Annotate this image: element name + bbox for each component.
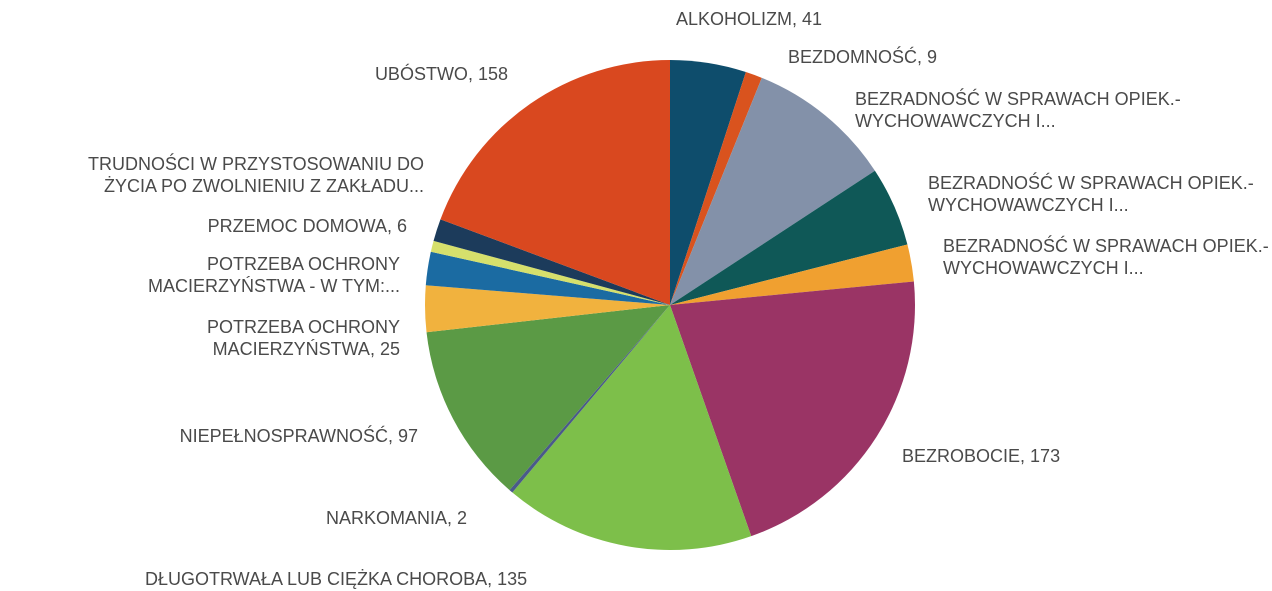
value-label: 41 (802, 9, 823, 29)
value-label: 2 (457, 508, 468, 528)
pie-slice (425, 251, 670, 305)
pie-slice (430, 240, 670, 305)
category-name: POTRZEBA OCHRONY MACIERZYŃSTWA - W TYM:.… (148, 254, 400, 296)
pie-slice (670, 77, 875, 306)
slice-label: PRZEMOC DOMOWA, 6 (207, 216, 407, 236)
category-name: BEZRADNOŚĆ W SPRAWACH OPIEK.-WYCHOWAWCZY… (855, 89, 1181, 131)
category-name: TRUDNOŚCI W PRZYSTOSOWANIU DO ŻYCIA PO Z… (87, 154, 424, 196)
slice-label: POTRZEBA OCHRONY MACIERZYŃSTWA - W TYM:.… (90, 253, 400, 297)
pie-slice (509, 305, 670, 493)
slice-label: ALKOHOLIZM, 41 (676, 9, 823, 29)
value-label: 173 (1030, 446, 1061, 466)
slice-label: UBÓSTWO, 158 (374, 64, 508, 84)
category-name: UBÓSTWO (374, 64, 468, 84)
pie-slice (670, 170, 908, 305)
value-label: 6 (396, 216, 407, 236)
pie-slice (670, 281, 916, 537)
pie-slice (512, 305, 752, 550)
category-name: BEZDOMNOŚĆ (788, 47, 918, 67)
pie-slice (670, 244, 914, 305)
slice-label: DŁUGOTRWAŁA LUB CIĘŻKA CHOROBA, 135 (145, 569, 528, 589)
slice-label: BEZRADNOŚĆ W SPRAWACH OPIEK.-WYCHOWAWCZY… (943, 235, 1272, 279)
slice-label: BEZRADNOŚĆ W SPRAWACH OPIEK.-WYCHOWAWCZY… (928, 172, 1268, 216)
pie-slice (440, 60, 670, 305)
category-name: NIEPEŁNOSPRAWNOŚĆ (179, 426, 388, 446)
value-label: 9 (927, 47, 938, 67)
category-name: ALKOHOLIZM (676, 9, 793, 29)
category-name: NARKOMANIA (326, 508, 448, 528)
value-label: 158 (477, 64, 508, 84)
pie-slice (670, 72, 762, 305)
category-name: DŁUGOTRWAŁA LUB CIĘŻKA CHOROBA (145, 569, 488, 589)
slice-label: TRUDNOŚCI W PRZYSTOSOWANIU DO ŻYCIA PO Z… (44, 153, 424, 197)
slice-label: POTRZEBA OCHRONY MACIERZYŃSTWA, 25 (206, 317, 400, 359)
slice-label: NIEPEŁNOSPRAWNOŚĆ, 97 (179, 426, 418, 446)
pie-slice (433, 219, 670, 305)
slice-label: BEZRADNOŚĆ W SPRAWACH OPIEK.-WYCHOWAWCZY… (855, 88, 1195, 132)
category-name: PRZEMOC DOMOWA (207, 216, 387, 236)
value-label: 25 (379, 339, 400, 359)
slice-label: BEZDOMNOŚĆ, 9 (788, 47, 938, 67)
slice-label: NARKOMANIA, 2 (326, 508, 468, 528)
category-name: POTRZEBA OCHRONY MACIERZYŃSTWA (206, 317, 400, 359)
slice-label: BEZROBOCIE, 173 (902, 446, 1061, 466)
value-label: 135 (497, 569, 528, 589)
pie-slice (424, 285, 670, 333)
pie-slice (670, 60, 746, 305)
value-label: 97 (397, 426, 418, 446)
category-name: BEZROBOCIE (902, 446, 1021, 466)
category-name: BEZRADNOŚĆ W SPRAWACH OPIEK.-WYCHOWAWCZY… (928, 173, 1254, 215)
pie-slice (426, 305, 670, 491)
category-name: BEZRADNOŚĆ W SPRAWACH OPIEK.-WYCHOWAWCZY… (943, 236, 1269, 278)
